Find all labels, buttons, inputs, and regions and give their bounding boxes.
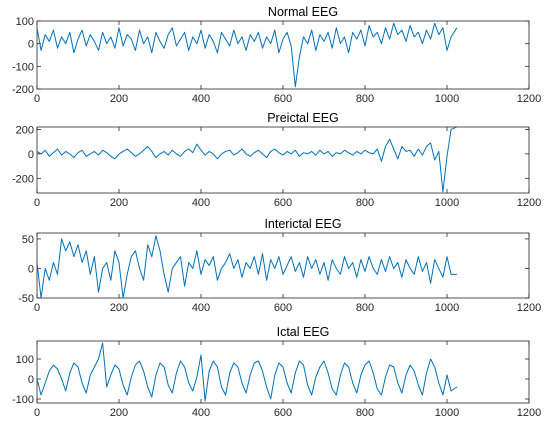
x-tick-label: 400 bbox=[192, 197, 210, 209]
plot-area bbox=[36, 232, 530, 299]
x-tick-label: 800 bbox=[356, 407, 374, 419]
y-tick-label: 0 bbox=[28, 149, 34, 161]
x-tick-label: 800 bbox=[356, 197, 374, 209]
x-tick-label: 800 bbox=[356, 302, 374, 314]
y-tick-label: 0 bbox=[28, 39, 34, 51]
x-tick-label: 600 bbox=[274, 197, 292, 209]
x-tick-label: 600 bbox=[274, 407, 292, 419]
x-tick-label: 600 bbox=[274, 93, 292, 105]
y-tick-label: 0 bbox=[28, 374, 34, 386]
y-tick-label: 0 bbox=[28, 263, 34, 275]
x-tick-label: 800 bbox=[356, 93, 374, 105]
x-tick-label: 0 bbox=[34, 302, 40, 314]
y-tick-label: -50 bbox=[18, 293, 34, 305]
subplot-title: Ictal EEG bbox=[277, 325, 330, 339]
y-tick-label: -200 bbox=[12, 84, 34, 96]
plot-area bbox=[36, 20, 530, 90]
x-tick-label: 0 bbox=[34, 407, 40, 419]
y-tick-label: 200 bbox=[16, 124, 34, 136]
subplot-1: 0 200 400 600 800 1000 12001000-100-200Normal … bbox=[12, 5, 541, 105]
x-tick-label: 1200 bbox=[517, 407, 541, 419]
eeg-signal-line bbox=[37, 342, 458, 402]
x-tick-label: 200 bbox=[110, 197, 128, 209]
subplot-title: Interictal EEG bbox=[264, 217, 341, 231]
x-tick-label: 0 bbox=[34, 93, 40, 105]
x-tick-label: 1000 bbox=[435, 302, 459, 314]
subplot-title: Preictal EEG bbox=[267, 111, 339, 125]
y-tick-label: 100 bbox=[16, 16, 34, 28]
x-tick-label: 1000 bbox=[435, 93, 459, 105]
subplot-title: Normal EEG bbox=[268, 5, 338, 19]
y-tick-label: -100 bbox=[12, 61, 34, 73]
x-tick-label: 1000 bbox=[435, 197, 459, 209]
x-tick-label: 200 bbox=[110, 407, 128, 419]
x-tick-label: 400 bbox=[192, 302, 210, 314]
x-tick-label: 1200 bbox=[517, 93, 541, 105]
x-tick-label: 1200 bbox=[517, 197, 541, 209]
x-tick-label: 200 bbox=[110, 93, 128, 105]
eeg-signal-line bbox=[37, 22, 458, 88]
x-tick-label: 200 bbox=[110, 302, 128, 314]
plot-area bbox=[36, 126, 530, 194]
y-tick-label: -200 bbox=[12, 173, 34, 185]
x-tick-label: 400 bbox=[192, 93, 210, 105]
eeg-signal-line bbox=[37, 235, 457, 298]
x-tick-label: 0 bbox=[34, 197, 40, 209]
plot-area bbox=[36, 340, 530, 404]
y-tick-label: -100 bbox=[12, 394, 34, 406]
y-tick-label: 50 bbox=[22, 234, 34, 246]
y-tick-label: 100 bbox=[16, 354, 34, 366]
x-tick-label: 600 bbox=[274, 302, 292, 314]
x-tick-label: 400 bbox=[192, 407, 210, 419]
eeg-signal-line bbox=[37, 127, 458, 193]
x-tick-label: 1000 bbox=[435, 407, 459, 419]
x-tick-label: 1200 bbox=[517, 302, 541, 314]
